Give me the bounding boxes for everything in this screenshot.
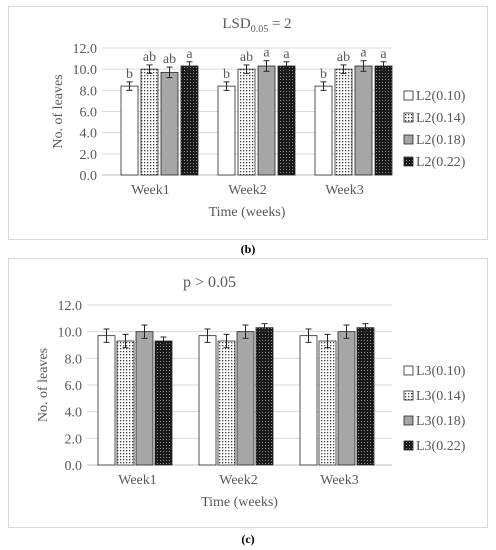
significance-letter: b [320,67,327,82]
significance-letter: a [263,46,270,61]
legend-swatch [403,90,414,101]
bar [277,65,296,176]
bar [299,335,318,466]
legend-label: L2(0.18) [416,133,466,148]
legend-swatch [403,112,414,123]
legend-swatch [403,390,414,401]
bar [354,65,373,176]
y-tick-label: 6.0 [65,379,83,394]
significance-letter: a [360,46,367,61]
panel-label-c: (c) [241,532,255,546]
y-tick-label: 10.0 [73,63,98,78]
title-subscript: 0.05 [251,24,269,35]
y-tick-label: 12.0 [58,299,83,314]
bar [237,68,256,176]
legend-label: L3(0.18) [416,414,466,429]
legend-label: L2(0.22) [416,155,466,170]
y-tick-label: 8.0 [65,352,83,367]
bar [337,331,356,466]
bar [198,335,217,466]
bar [318,340,337,466]
bar [255,327,274,466]
x-tick-label: Week2 [219,473,258,488]
significance-letter: ab [163,52,176,67]
bar [140,68,159,176]
bar [97,335,116,466]
significance-letter: a [186,47,193,62]
y-tick-label: 8.0 [80,84,98,99]
x-tick-label: Week1 [131,183,170,198]
significance-letter: a [380,47,387,62]
bar [236,331,255,466]
bar [180,65,199,176]
y-tick-label: 2.0 [80,148,98,163]
x-tick-label: Week3 [320,473,359,488]
legend-swatch [403,440,414,451]
bar [135,331,154,466]
y-axis-label: No. of leaves [36,348,51,422]
y-tick-label: 4.0 [65,406,83,421]
legend-label: L2(0.14) [416,111,466,126]
significance-letter: b [126,67,133,82]
y-tick-label: 4.0 [80,127,98,142]
legend-label: L2(0.10) [416,89,466,104]
title-suffix: = 2 [268,16,291,32]
y-tick-label: 6.0 [80,106,98,121]
bar [160,71,179,176]
significance-letter: ab [240,50,253,65]
y-tick-label: 0.0 [80,169,98,184]
x-axis-label: Time (weeks) [209,205,286,220]
bar [217,85,236,176]
panel-label-b: (b) [240,242,256,256]
x-tick-label: Week1 [118,473,157,488]
legend-label: L3(0.10) [416,364,466,379]
bar [374,65,393,176]
y-tick-label: 2.0 [65,432,83,447]
bar [116,340,135,466]
legend-label: L3(0.14) [416,389,466,404]
legend-swatch [403,156,414,167]
bar [120,85,139,176]
bar [217,340,236,466]
y-tick-label: 0.0 [65,459,83,474]
title-main: LSD [222,16,251,32]
y-axis-label: No. of leaves [51,74,66,148]
bar [334,68,353,176]
chart-c: 0.0 2.0 4.0 6.0 8.0 10.0 12.0 Week1 Week2 Week3 p … [36,274,466,510]
significance-letter: b [223,67,230,82]
significance-letter: a [283,47,290,62]
y-tick-label: 12.0 [73,42,98,57]
bar [257,65,276,176]
y-tick-label: 10.0 [58,326,83,341]
chart-title: p > 0.05 [183,274,236,291]
bar [356,327,375,466]
x-axis-label: Time (weeks) [201,495,278,510]
legend-label: L3(0.22) [416,439,466,454]
bar [314,85,333,176]
legend-swatch [403,365,414,376]
legend-swatch [403,415,414,426]
x-tick-label: Week2 [228,183,267,198]
x-tick-label: Week3 [325,183,364,198]
chart-title: LSD0.05 = 2 [222,16,291,35]
bar [154,340,173,466]
significance-letter: ab [143,50,156,65]
legend-swatch [403,134,414,145]
significance-letter: ab [337,50,350,65]
